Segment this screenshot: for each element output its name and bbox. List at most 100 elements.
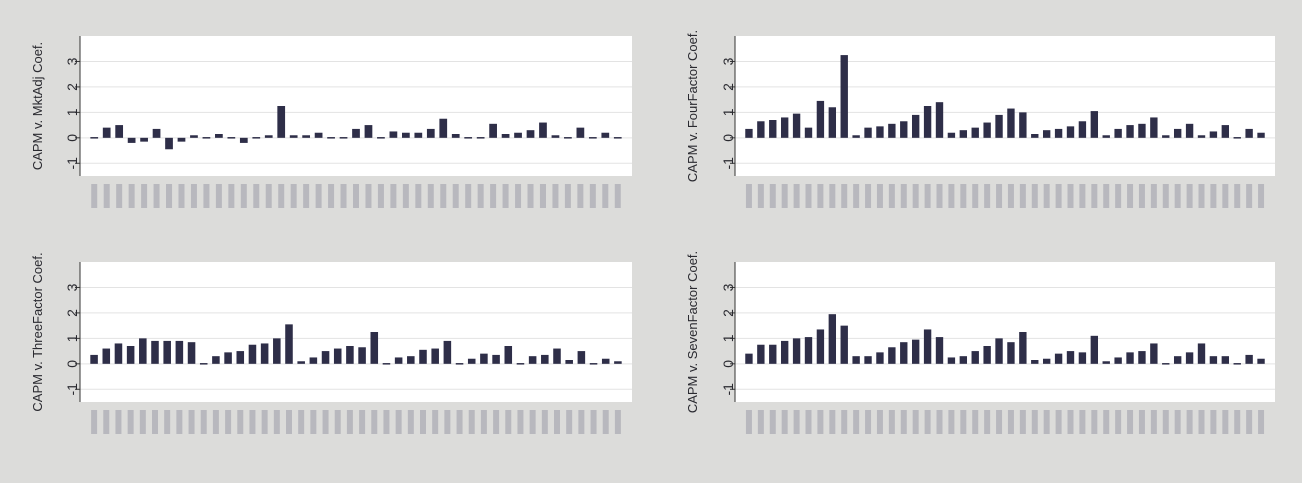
bar bbox=[576, 127, 585, 138]
bar bbox=[947, 357, 956, 364]
x-tick-label-blurred bbox=[103, 410, 110, 434]
x-tick-label-blurred bbox=[960, 184, 967, 208]
bar bbox=[780, 117, 789, 138]
x-tick-label-blurred bbox=[371, 410, 378, 434]
x-tick-label-blurred bbox=[188, 410, 195, 434]
x-tick-label-blurred bbox=[286, 410, 292, 434]
bar bbox=[553, 348, 561, 364]
bar bbox=[1233, 137, 1241, 139]
bar bbox=[911, 114, 920, 138]
x-tick-label-blurred bbox=[912, 184, 919, 208]
bar bbox=[1054, 353, 1063, 364]
x-tick-label-blurred bbox=[602, 410, 609, 434]
x-tick-label-blurred bbox=[261, 410, 268, 434]
x-tick-label-blurred bbox=[876, 184, 883, 208]
bar bbox=[1138, 351, 1146, 364]
x-tick-label-blurred bbox=[745, 410, 752, 434]
x-tick-label-blurred bbox=[529, 410, 536, 434]
bar bbox=[114, 343, 123, 364]
bar bbox=[102, 127, 111, 138]
bar bbox=[900, 342, 908, 364]
bar bbox=[443, 340, 452, 364]
bar bbox=[1007, 108, 1015, 138]
y-tick-label: 2 bbox=[720, 309, 736, 317]
x-tick-label-blurred bbox=[1019, 410, 1026, 434]
bar bbox=[1090, 335, 1099, 364]
x-tick-label-blurred bbox=[1150, 410, 1157, 434]
x-tick-label-blurred bbox=[1234, 410, 1241, 434]
bar bbox=[504, 346, 513, 364]
bar bbox=[492, 354, 500, 364]
x-tick-label-blurred bbox=[948, 410, 955, 434]
x-tick-label-blurred bbox=[1079, 184, 1086, 208]
bar bbox=[1197, 343, 1206, 364]
bar bbox=[792, 113, 801, 138]
bar bbox=[1185, 123, 1194, 138]
x-tick-label-blurred bbox=[91, 410, 98, 434]
bar bbox=[900, 121, 908, 138]
bar bbox=[959, 356, 968, 364]
bar bbox=[1150, 117, 1158, 138]
bar bbox=[464, 137, 473, 139]
bar bbox=[745, 353, 753, 364]
x-tick-label-blurred bbox=[590, 410, 597, 434]
bar bbox=[489, 123, 497, 138]
bar bbox=[816, 100, 825, 138]
bar bbox=[1162, 135, 1170, 138]
bar bbox=[995, 338, 1003, 364]
bar bbox=[1054, 128, 1063, 138]
x-tick-label-blurred bbox=[805, 410, 812, 434]
bar bbox=[339, 137, 348, 139]
x-tick-label-blurred bbox=[353, 184, 359, 208]
y-tick-label: 3 bbox=[720, 57, 736, 65]
x-tick-label-blurred bbox=[1138, 184, 1145, 208]
x-tick-label-blurred bbox=[390, 184, 397, 208]
bar bbox=[757, 121, 765, 138]
bar bbox=[888, 347, 896, 364]
x-tick-label-blurred bbox=[1055, 410, 1062, 434]
bar bbox=[1245, 354, 1253, 364]
x-tick-label-blurred bbox=[817, 410, 824, 434]
bar bbox=[264, 135, 273, 138]
x-tick-label-blurred bbox=[215, 184, 222, 208]
bar bbox=[127, 137, 136, 143]
x-tick-label-blurred bbox=[176, 410, 183, 434]
x-tick-label-blurred bbox=[793, 184, 800, 208]
x-tick-label-blurred bbox=[781, 184, 788, 208]
x-tick-label-blurred bbox=[359, 410, 366, 434]
x-tick-label-blurred bbox=[757, 410, 764, 434]
bar bbox=[352, 128, 360, 138]
bar bbox=[163, 340, 171, 364]
x-tick-label-blurred bbox=[972, 410, 979, 434]
x-tick-label-blurred bbox=[614, 410, 621, 434]
x-tick-label-blurred bbox=[578, 410, 585, 434]
x-tick-label-blurred bbox=[237, 410, 244, 434]
x-tick-label-blurred bbox=[865, 410, 872, 434]
bar bbox=[1197, 135, 1206, 138]
y-tick-label: 0 bbox=[720, 134, 736, 142]
x-tick-label-blurred bbox=[203, 184, 210, 208]
x-tick-label-blurred bbox=[452, 184, 459, 208]
x-tick-label-blurred bbox=[552, 184, 559, 208]
x-tick-label-blurred bbox=[745, 184, 752, 208]
bar bbox=[1173, 356, 1182, 364]
bar bbox=[601, 358, 610, 364]
x-tick-label-blurred bbox=[853, 410, 860, 434]
bar bbox=[364, 125, 373, 138]
bar bbox=[792, 338, 801, 364]
bar bbox=[876, 126, 884, 138]
x-tick-label-blurred bbox=[315, 184, 322, 208]
x-tick-label-blurred bbox=[829, 410, 836, 434]
bar bbox=[804, 127, 813, 138]
bar bbox=[289, 135, 298, 138]
bar bbox=[407, 356, 415, 364]
bar bbox=[528, 356, 537, 364]
bar bbox=[175, 340, 184, 364]
x-tick-label-blurred bbox=[178, 184, 185, 208]
bar bbox=[1221, 356, 1230, 364]
bar bbox=[971, 127, 979, 138]
bar bbox=[516, 363, 525, 365]
x-tick-label-blurred bbox=[972, 184, 979, 208]
bar bbox=[757, 344, 765, 364]
